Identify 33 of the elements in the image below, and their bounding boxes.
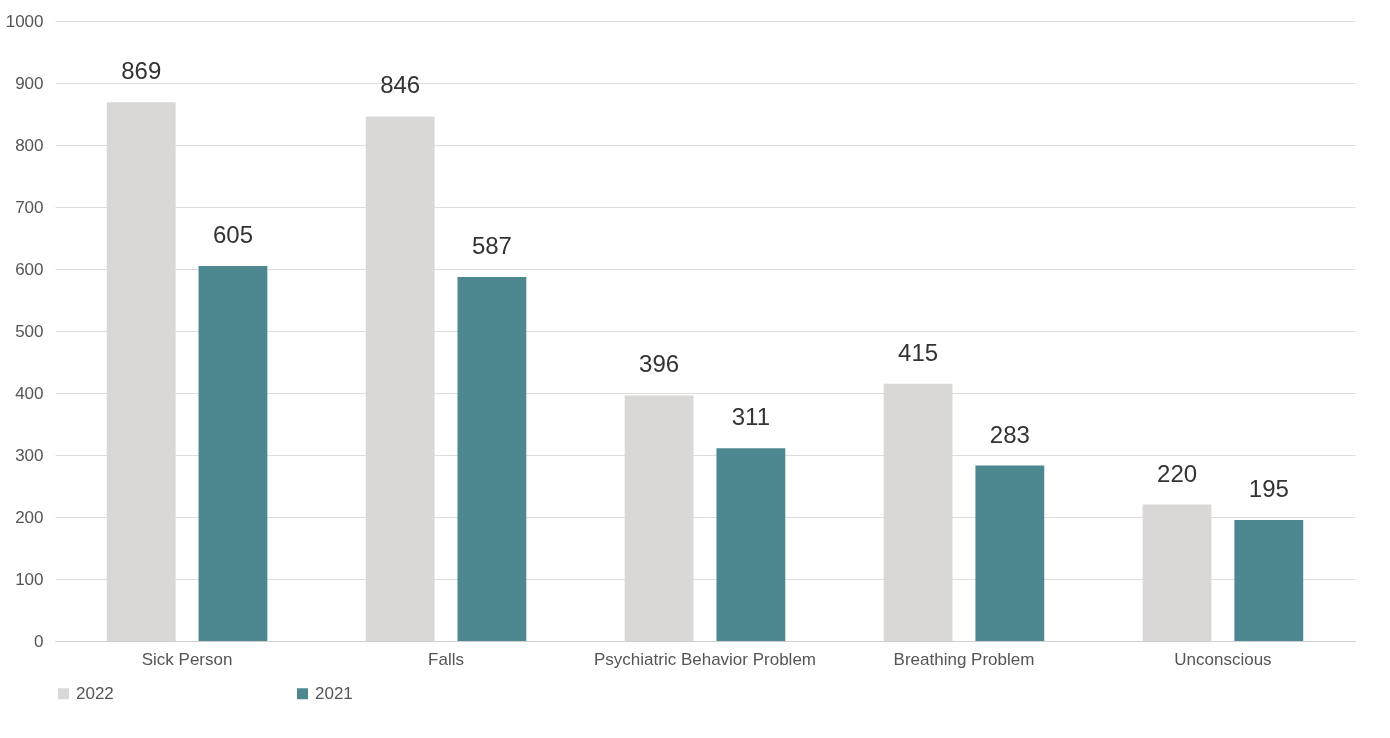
data-label: 195 [1248, 475, 1289, 503]
x-tick-label: Falls [428, 649, 464, 669]
y-tick-label: 900 [15, 73, 44, 93]
data-label: 587 [471, 232, 512, 260]
y-tick-label: 0 [34, 631, 44, 651]
y-tick-label: 600 [15, 259, 44, 279]
y-tick-label: 700 [15, 197, 44, 217]
legend-label: 2022 [76, 683, 114, 703]
bar [975, 465, 1045, 641]
bar [1234, 520, 1304, 641]
y-tick-label: 300 [15, 445, 44, 465]
x-tick-label: Unconscious [1174, 649, 1272, 669]
x-tick-label: Psychiatric Behavior Problem [593, 649, 817, 669]
data-label: 605 [212, 220, 253, 248]
bar [716, 448, 786, 641]
bar [198, 265, 268, 641]
data-label: 311 [731, 403, 771, 431]
data-label: 846 [380, 71, 421, 99]
bar [457, 277, 527, 641]
data-label: 220 [1157, 459, 1198, 487]
data-label: 283 [989, 420, 1030, 448]
x-tick-label: Breathing Problem [893, 649, 1035, 669]
data-label: 869 [121, 57, 162, 85]
y-tick-label: 100 [15, 569, 44, 589]
data-label: 415 [898, 338, 939, 366]
data-label: 396 [639, 350, 680, 378]
y-tick-label: 800 [15, 135, 44, 155]
y-tick-label: 500 [15, 321, 44, 341]
legend-label: 2021 [315, 683, 353, 703]
y-tick-label: 1000 [5, 11, 44, 31]
y-tick-label: 200 [15, 507, 44, 527]
x-tick-label: Sick Person [141, 649, 233, 669]
y-tick-label: 400 [15, 383, 44, 403]
